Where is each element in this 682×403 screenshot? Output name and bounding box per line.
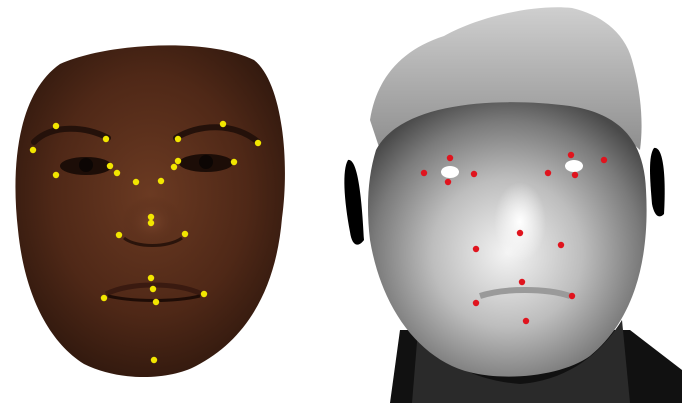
landmark-point bbox=[568, 292, 576, 300]
landmark-point bbox=[52, 122, 60, 130]
nose-base bbox=[123, 236, 183, 247]
landmark-point bbox=[200, 290, 208, 298]
landmark-point bbox=[100, 294, 108, 302]
landmark-point bbox=[516, 229, 524, 237]
landmark-point bbox=[571, 171, 579, 179]
landmark-point bbox=[29, 146, 37, 154]
landmark-point bbox=[472, 299, 480, 307]
landmark-point bbox=[600, 156, 608, 164]
landmark-point bbox=[567, 151, 575, 159]
landmark-point bbox=[149, 285, 157, 293]
landmark-point bbox=[113, 169, 121, 177]
landmark-point bbox=[147, 219, 155, 227]
neck bbox=[412, 320, 630, 403]
landmark-point bbox=[446, 154, 454, 162]
landmark-point bbox=[544, 169, 552, 177]
landmark-point bbox=[230, 158, 238, 166]
right-iris bbox=[199, 155, 213, 169]
color-face-panel bbox=[0, 0, 340, 403]
right-eyebrow bbox=[173, 124, 261, 145]
color-face-image bbox=[15, 45, 285, 377]
landmark-point bbox=[174, 157, 182, 165]
landmark-point bbox=[518, 278, 526, 286]
landmark-point bbox=[444, 178, 452, 186]
landmark-point bbox=[174, 135, 182, 143]
left-iris bbox=[79, 158, 93, 172]
landmark-point bbox=[522, 317, 530, 325]
color-face-landmarks bbox=[29, 120, 262, 364]
landmark-point bbox=[170, 163, 178, 171]
depth-face-panel bbox=[340, 0, 682, 403]
landmark-point bbox=[472, 245, 480, 253]
left-ear bbox=[344, 159, 364, 245]
right-ear bbox=[650, 147, 665, 217]
landmark-point bbox=[181, 230, 189, 238]
landmark-point bbox=[470, 170, 478, 178]
landmark-point bbox=[152, 298, 160, 306]
right-eye-highlight bbox=[565, 160, 583, 172]
upper-lip bbox=[104, 282, 204, 297]
landmark-point bbox=[420, 169, 428, 177]
landmark-point bbox=[157, 177, 165, 185]
landmark-point bbox=[150, 356, 158, 364]
landmark-point bbox=[219, 120, 227, 128]
depth-face-image bbox=[344, 7, 682, 403]
nose-highlight bbox=[494, 182, 546, 262]
landmark-point bbox=[115, 231, 123, 239]
landmark-point bbox=[52, 171, 60, 179]
left-eye-highlight bbox=[441, 166, 459, 178]
left-eyebrow bbox=[31, 125, 111, 145]
landmark-point bbox=[147, 274, 155, 282]
landmark-point bbox=[557, 241, 565, 249]
mouth-shade bbox=[479, 287, 571, 299]
landmark-point bbox=[132, 178, 140, 186]
landmark-point bbox=[254, 139, 262, 147]
landmark-point bbox=[106, 162, 114, 170]
landmark-point bbox=[147, 213, 155, 221]
depth-face-landmarks bbox=[420, 151, 608, 325]
landmark-point bbox=[102, 135, 110, 143]
